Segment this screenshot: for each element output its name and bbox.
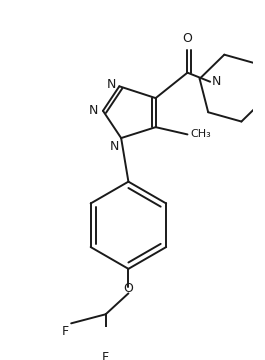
Text: N: N xyxy=(89,104,98,117)
Text: O: O xyxy=(183,32,192,45)
Text: N: N xyxy=(106,78,116,91)
Text: N: N xyxy=(110,140,119,153)
Text: CH₃: CH₃ xyxy=(190,130,211,139)
Text: F: F xyxy=(61,325,68,338)
Text: F: F xyxy=(102,351,109,360)
Text: O: O xyxy=(123,282,133,295)
Text: N: N xyxy=(212,75,221,88)
